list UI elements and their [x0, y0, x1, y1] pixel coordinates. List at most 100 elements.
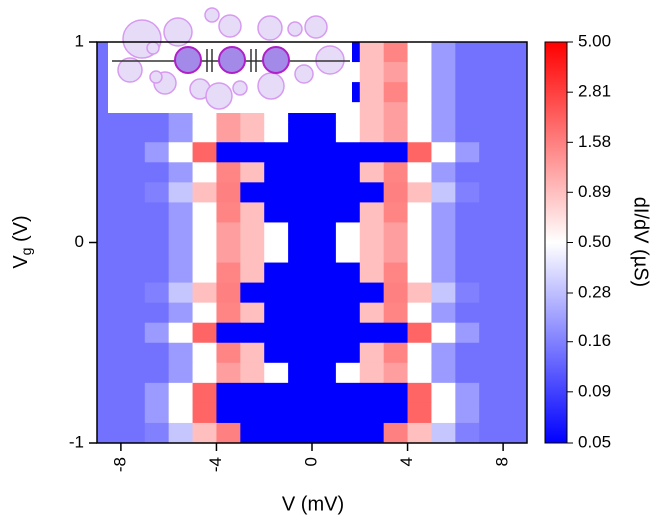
heatmap-cell — [120, 262, 146, 284]
heatmap-cell — [168, 162, 194, 183]
heatmap-cell — [479, 422, 504, 443]
heatmap-cell — [503, 42, 527, 63]
heatmap-cell — [383, 402, 409, 424]
heatmap-cell — [120, 182, 146, 203]
x-tick-label: 4 — [397, 457, 416, 466]
heatmap-cell — [97, 282, 122, 304]
heatmap-cell — [264, 162, 289, 183]
heatmap-cell — [431, 122, 456, 143]
heatmap-cell — [479, 282, 504, 304]
heatmap-cell — [240, 382, 265, 404]
heatmap-cell — [192, 282, 217, 304]
heatmap-cell — [479, 302, 504, 324]
heatmap-cell — [359, 422, 385, 443]
heatmap-cell — [503, 382, 527, 404]
heatmap-cell — [431, 382, 456, 404]
heatmap-cell — [97, 322, 122, 344]
heatmap-cell — [407, 282, 432, 304]
heatmap-cell — [455, 102, 480, 123]
heatmap-cell — [479, 322, 504, 344]
heatmap-cell — [359, 402, 385, 424]
heatmap-cell — [240, 162, 265, 183]
heatmap-cell — [407, 222, 432, 243]
heatmap-cell — [407, 322, 432, 344]
heatmap-cell — [288, 422, 313, 443]
heatmap-cell — [455, 262, 480, 284]
heatmap-cell — [120, 322, 146, 344]
heatmap-cell — [264, 242, 289, 264]
heatmap-cell — [264, 142, 289, 163]
heatmap-cell — [455, 302, 480, 324]
colorbar-tick-label: 1.58 — [578, 132, 611, 151]
heatmap-cell — [503, 242, 527, 264]
heatmap-cell — [479, 182, 504, 203]
heatmap-cell — [383, 382, 409, 404]
heatmap-cell — [383, 202, 409, 223]
colorbar-tick-label: 0.28 — [578, 282, 611, 301]
heatmap-cell — [431, 182, 456, 203]
colorbar — [544, 41, 568, 444]
heatmap-cell — [335, 282, 361, 304]
heatmap-cell — [479, 102, 504, 123]
heatmap-cell — [192, 402, 217, 424]
colorbar-tick-label: 0.89 — [578, 182, 611, 201]
heatmap-cell — [407, 122, 432, 143]
heatmap-cell — [383, 322, 409, 344]
heatmap-cell — [503, 322, 527, 344]
heatmap-cell — [192, 222, 217, 243]
heatmap-cell — [120, 222, 146, 243]
heatmap-cell — [359, 182, 385, 203]
heatmap-cell — [407, 362, 432, 384]
heatmap-cell — [120, 242, 146, 264]
heatmap-cell — [455, 122, 480, 143]
heatmap-cell — [359, 42, 385, 63]
heatmap-cell — [192, 142, 217, 163]
heatmap-cell — [97, 342, 122, 364]
heatmap-cell — [240, 202, 265, 223]
heatmap-cell — [216, 162, 241, 183]
heatmap-cell — [359, 342, 385, 364]
heatmap-cell — [312, 142, 337, 163]
heatmap-cell — [383, 422, 409, 443]
heatmap-cell — [288, 342, 313, 364]
heatmap-cell — [455, 162, 480, 183]
heatmap-cell — [335, 402, 361, 424]
heatmap-cell — [455, 282, 480, 304]
heatmap-cell — [359, 382, 385, 404]
heatmap-cell — [192, 322, 217, 344]
heatmap-cell — [359, 102, 385, 123]
heatmap-cell — [168, 302, 194, 324]
heatmap-cell — [288, 382, 313, 404]
heatmap-cell — [431, 422, 456, 443]
heatmap-cell — [264, 342, 289, 364]
heatmap-cell — [359, 242, 385, 264]
heatmap-cell — [503, 122, 527, 143]
heatmap-cell — [312, 322, 337, 344]
heatmap-cell — [264, 322, 289, 344]
heatmap-cell — [312, 202, 337, 223]
heatmap-cell — [216, 322, 241, 344]
heatmap-cell — [335, 182, 361, 203]
heatmap-cell — [312, 342, 337, 364]
heatmap-cell — [335, 242, 361, 264]
heatmap-cell — [455, 322, 480, 344]
heatmap-cell — [407, 182, 432, 203]
heatmap-cell — [407, 82, 432, 103]
heatmap-cell — [383, 142, 409, 163]
heatmap-cell — [312, 402, 337, 424]
heatmap-cell — [144, 162, 170, 183]
heatmap-cell — [192, 342, 217, 364]
heatmap-cell — [407, 142, 432, 163]
heatmap-cell — [335, 362, 361, 384]
heatmap-cell — [120, 362, 146, 384]
heatmap-cell — [216, 142, 241, 163]
heatmap-cell — [312, 222, 337, 243]
heatmap-cell — [335, 302, 361, 324]
heatmap-cell — [216, 242, 241, 264]
heatmap-cell — [431, 42, 456, 63]
heatmap-cell — [503, 362, 527, 384]
heatmap-cell — [431, 262, 456, 284]
heatmap-cell — [359, 82, 385, 103]
heatmap-cell — [359, 262, 385, 284]
heatmap-cell — [192, 182, 217, 203]
